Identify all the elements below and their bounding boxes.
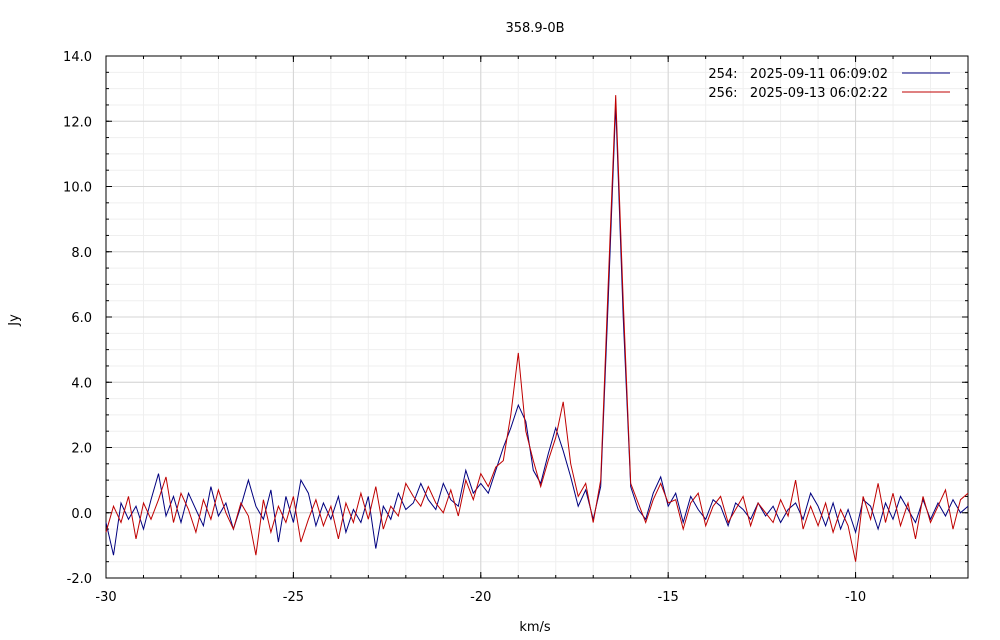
x-tick-label: -10 — [845, 590, 866, 605]
y-tick-label: 0.0 — [71, 507, 92, 522]
x-tick-label: -20 — [470, 590, 491, 605]
y-tick-label: 6.0 — [71, 311, 92, 326]
chart-title: 358.9-0B — [505, 21, 564, 36]
y-tick-label: 4.0 — [71, 376, 92, 391]
axis-ticks: -30 -25 -20 -15 -10 -2.0 0.0 2.0 4.0 6.0 8.0 10.0 12… — [63, 50, 969, 605]
series-line-0 — [105, 104, 969, 556]
x-tick-label: -15 — [658, 590, 679, 605]
legend-label-256: 256: 2025-09-13 06:02:22 — [708, 86, 888, 101]
series-group — [105, 95, 969, 562]
y-tick-label: 10.0 — [63, 181, 92, 196]
x-tick-label: -30 — [95, 590, 116, 605]
legend-label-254: 254: 2025-09-11 06:09:02 — [708, 67, 888, 82]
series-line-1 — [105, 95, 969, 562]
legend: 254: 2025-09-11 06:09:02 256: 2025-09-13… — [708, 67, 950, 101]
y-axis-label: Jy — [7, 314, 22, 327]
x-axis-label: km/s — [519, 620, 551, 635]
x-tick-label: -25 — [283, 590, 304, 605]
y-tick-label: 14.0 — [63, 50, 92, 65]
y-tick-label: 12.0 — [63, 115, 92, 130]
y-tick-label: -2.0 — [67, 572, 92, 587]
y-tick-label: 8.0 — [71, 246, 92, 261]
y-tick-label: 2.0 — [71, 442, 92, 457]
